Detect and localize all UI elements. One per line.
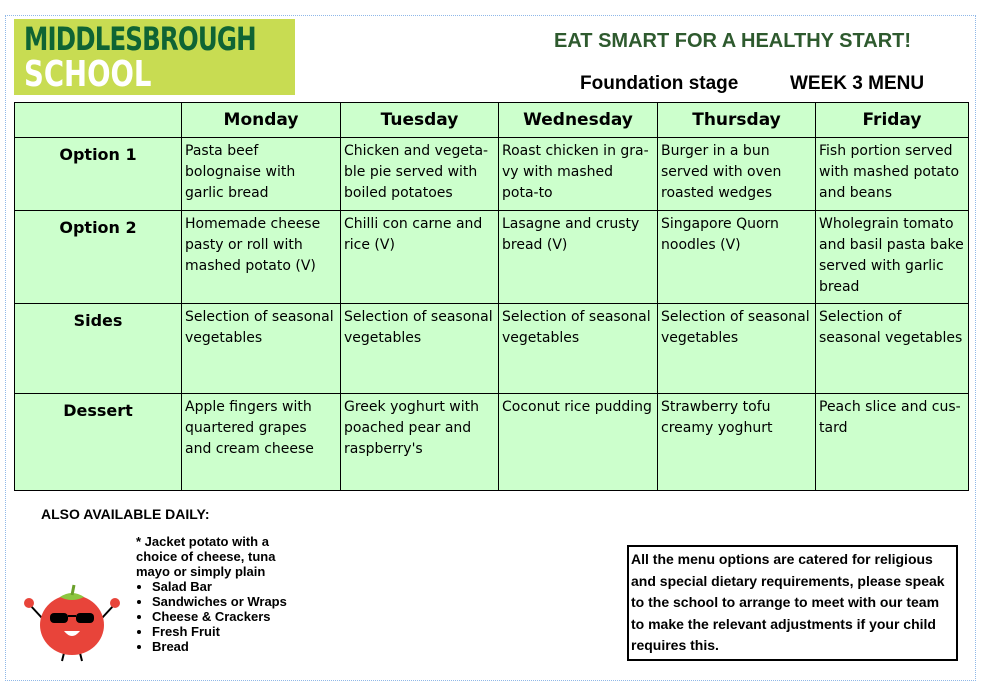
- jacket-potato: * Jacket potato with a choice of cheese,…: [136, 534, 276, 579]
- menu-cell: Greek yoghurt with poached pear and rasp…: [340, 393, 499, 491]
- menu-cell: Homemade cheese pasty or roll with mashe…: [181, 210, 341, 304]
- stage-label: Foundation stage: [580, 73, 739, 94]
- logo: MIDDLESBROUGH SCHOOL MEALS: [14, 19, 295, 129]
- also-item: Cheese & Crackers: [152, 609, 306, 624]
- day-header: Thursday: [657, 102, 816, 138]
- menu-cell: Selection of seasonal vegetables: [657, 303, 816, 394]
- page-border: [5, 15, 976, 681]
- menu-row: Dessert Apple fingers with quartered grap…: [14, 393, 969, 491]
- menu-cell: Selection of seasonal vegetables: [340, 303, 499, 394]
- also-list: * Jacket potato with a choice of cheese,…: [136, 534, 306, 654]
- menu-cell: Apple fingers with quartered grapes and …: [181, 393, 341, 491]
- logo-line1: MIDDLESBROUGH: [24, 20, 257, 58]
- dietary-note: All the menu options are catered for rel…: [627, 545, 958, 661]
- menu-cell: Singapore Quorn noodles (V): [657, 210, 816, 304]
- header-row: Monday Tuesday Wednesday Thursday Friday: [14, 102, 969, 138]
- corner-cell: [14, 102, 182, 138]
- menu-cell: Coconut rice pudding: [498, 393, 658, 491]
- menu-table: Monday Tuesday Wednesday Thursday Friday…: [14, 102, 969, 491]
- menu-cell: Lasagne and crusty bread (V): [498, 210, 658, 304]
- menu-cell: Burger in a bun served with oven roasted…: [657, 137, 816, 211]
- menu-cell: Peach slice and cus-tard: [815, 393, 969, 491]
- row-label: Sides: [14, 303, 182, 394]
- also-item: Fresh Fruit: [152, 624, 306, 639]
- menu-cell: Selection of seasonal vegetables: [498, 303, 658, 394]
- also-items: Salad BarSandwiches or WrapsCheese & Cra…: [136, 579, 306, 654]
- also-item: Salad Bar: [152, 579, 306, 594]
- menu-cell: Strawberry tofu creamy yoghurt: [657, 393, 816, 491]
- menu-row: Sides Selection of seasonal vegetables Sel…: [14, 303, 969, 394]
- row-label: Option 2: [14, 210, 182, 304]
- row-label: Dessert: [14, 393, 182, 491]
- row-label: Option 1: [14, 137, 182, 211]
- day-header: Wednesday: [498, 102, 658, 138]
- menu-cell: Selection of seasonal vegetables: [181, 303, 341, 394]
- slogan: EAT SMART FOR A HEALTHY START!: [554, 30, 912, 52]
- week-title: WEEK 3 MENU: [790, 73, 925, 94]
- menu-cell: Chicken and vegeta-ble pie served with b…: [340, 137, 499, 211]
- tomato-mascot-icon: [24, 584, 120, 662]
- menu-cell: Chilli con carne and rice (V): [340, 210, 499, 304]
- menu-cell: Selection of seasonal vegetables: [815, 303, 969, 394]
- menu-cell: Wholegrain tomato and basil pasta bake s…: [815, 210, 969, 304]
- day-header: Monday: [181, 102, 341, 138]
- menu-cell: Fish portion served with mashed potato a…: [815, 137, 969, 211]
- day-header: Tuesday: [340, 102, 499, 138]
- also-item: Sandwiches or Wraps: [152, 594, 306, 609]
- menu-cell: Roast chicken in gra-vy with mashed pota…: [498, 137, 658, 211]
- menu-row: Option 2 Homemade cheese pasty or roll wi…: [14, 210, 969, 304]
- day-header: Friday: [815, 102, 969, 138]
- also-item: Bread: [152, 639, 306, 654]
- also-title: ALSO AVAILABLE DAILY:: [41, 506, 210, 522]
- menu-row: Option 1 Pasta beef bolognaise with garli…: [14, 137, 969, 211]
- menu-cell: Pasta beef bolognaise with garlic bread: [181, 137, 341, 211]
